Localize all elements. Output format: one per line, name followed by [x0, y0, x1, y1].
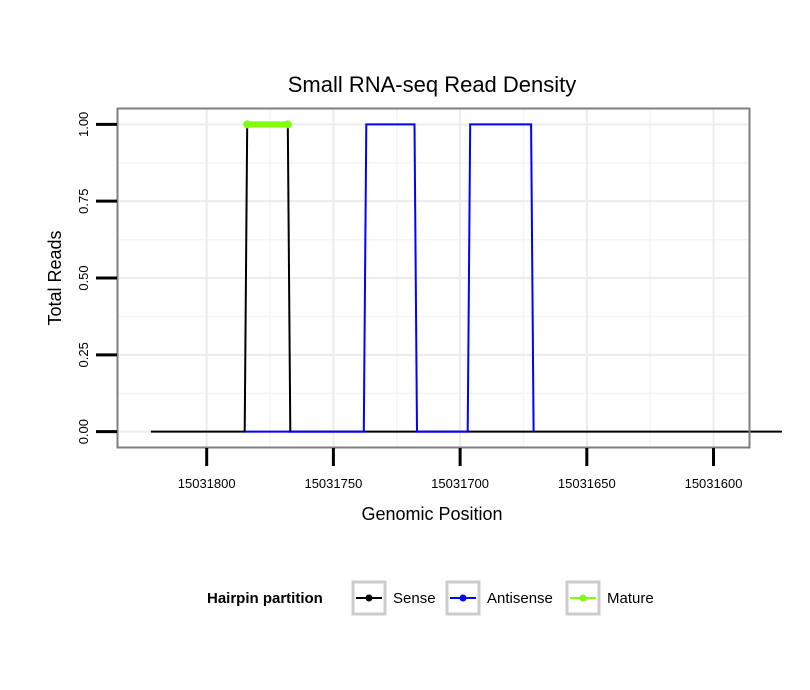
y-tick-label: 0.25 [76, 342, 91, 367]
x-tick-label: 15031700 [431, 476, 489, 491]
legend-key-point [459, 594, 467, 602]
x-tick-label: 15031750 [304, 476, 362, 491]
legend-title: Hairpin partition [207, 590, 323, 607]
legend-label: Sense [393, 590, 436, 607]
mature-point [283, 120, 292, 129]
legend-item-sense: Sense [351, 580, 436, 616]
y-tick-label: 0.50 [76, 265, 91, 290]
legend-key-point [579, 594, 587, 602]
y-axis-title: Total Reads [45, 230, 65, 325]
x-tick-label: 15031800 [178, 476, 236, 491]
legend: Hairpin partition Sense Antisense Mature [207, 580, 654, 616]
series-lines [150, 120, 782, 433]
legend-item-mature: Mature [565, 580, 654, 616]
y-tick-label: 0.75 [76, 189, 91, 214]
x-axis-title: Genomic Position [361, 504, 502, 524]
legend-item-antisense: Antisense [445, 580, 553, 616]
chart-title: Small RNA-seq Read Density [288, 72, 577, 97]
x-tick-label: 15031650 [558, 476, 616, 491]
mature-point [243, 120, 252, 129]
legend-label: Mature [607, 590, 654, 607]
axes: 0.00 0.25 0.50 0.75 1.00 15031800 15031750 1503… [76, 112, 742, 491]
legend-key-point [365, 594, 373, 602]
grid [118, 109, 749, 447]
y-tick-label: 1.00 [76, 112, 91, 137]
y-tick-label: 0.00 [76, 419, 91, 444]
plot-panel-border [116, 107, 751, 449]
legend-label: Antisense [487, 590, 553, 607]
x-tick-label: 15031600 [685, 476, 743, 491]
series-line-antisense [244, 123, 535, 433]
